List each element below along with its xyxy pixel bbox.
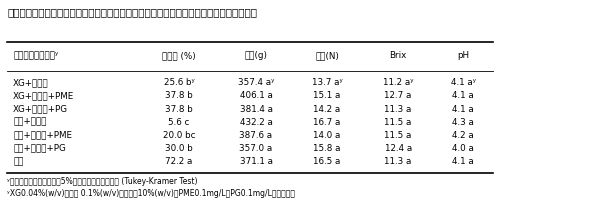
Text: 埜天: 埜天 (13, 157, 24, 166)
Text: ʸ異なるアルファベットは5%の危険率で有意差有り (Tukey-Kramer Test): ʸ異なるアルファベットは5%の危険率で有意差有り (Tukey-Kramer T… (7, 177, 198, 186)
Text: 11.5 a: 11.5 a (384, 118, 412, 127)
Text: 11.3 a: 11.3 a (384, 157, 412, 166)
Text: 4.0 a: 4.0 a (452, 144, 474, 153)
Text: 4.1 a: 4.1 a (452, 157, 474, 166)
Text: 果重(g): 果重(g) (245, 51, 268, 60)
Text: 結実率 (%): 結実率 (%) (162, 51, 196, 60)
Text: 寒天+ショ糖: 寒天+ショ糖 (13, 118, 47, 127)
Text: 11.5 a: 11.5 a (384, 131, 412, 140)
Text: 15.8 a: 15.8 a (314, 144, 341, 153)
Text: 4.1 aʸ: 4.1 aʸ (451, 78, 476, 87)
Text: 硬度(N): 硬度(N) (315, 51, 339, 60)
Text: 15.1 a: 15.1 a (314, 91, 341, 100)
Text: 表１　液体増量剤の組成の違いがモモ「川中島白桃」の結実および果実品質に及ぼす影響: 表１ 液体増量剤の組成の違いがモモ「川中島白桃」の結実および果実品質に及ぼす影響 (7, 7, 257, 17)
Text: 5.6 c: 5.6 c (168, 118, 190, 127)
Text: 4.1 a: 4.1 a (452, 91, 474, 100)
Text: 液体増量剤の組成ʸ: 液体増量剤の組成ʸ (13, 51, 58, 60)
Text: 14.2 a: 14.2 a (314, 104, 341, 114)
Text: 357.4 aʸ: 357.4 aʸ (238, 78, 274, 87)
Text: 12.7 a: 12.7 a (384, 91, 412, 100)
Text: ʸXG0.04%(w/v)、寒天 0.1%(w/v)、ショ糖10%(w/v)、PME0.1mg/L、PG0.1mg/Lで使用した: ʸXG0.04%(w/v)、寒天 0.1%(w/v)、ショ糖10%(w/v)、P… (7, 189, 295, 198)
Text: 37.8 b: 37.8 b (165, 104, 193, 114)
Text: 406.1 a: 406.1 a (240, 91, 273, 100)
Text: 381.4 a: 381.4 a (240, 104, 273, 114)
Text: 12.4 a: 12.4 a (384, 144, 412, 153)
Text: 4.3 a: 4.3 a (452, 118, 474, 127)
Text: 371.1 a: 371.1 a (240, 157, 273, 166)
Text: 11.3 a: 11.3 a (384, 104, 412, 114)
Text: 387.6 a: 387.6 a (239, 131, 273, 140)
Text: 20.0 bc: 20.0 bc (163, 131, 195, 140)
Text: pH: pH (458, 51, 469, 60)
Text: XG+ショ糖: XG+ショ糖 (13, 78, 49, 87)
Text: 30.0 b: 30.0 b (165, 144, 193, 153)
Text: 11.2 aʸ: 11.2 aʸ (383, 78, 414, 87)
Text: 寒天+ショ糖+PME: 寒天+ショ糖+PME (13, 131, 72, 140)
Text: 14.0 a: 14.0 a (314, 131, 341, 140)
Text: 357.0 a: 357.0 a (239, 144, 273, 153)
Text: 37.8 b: 37.8 b (165, 91, 193, 100)
Text: 4.2 a: 4.2 a (452, 131, 474, 140)
Text: XG+ショ糖+PG: XG+ショ糖+PG (13, 104, 68, 114)
Text: 4.1 a: 4.1 a (452, 104, 474, 114)
Text: 寒天+ショ糖+PG: 寒天+ショ糖+PG (13, 144, 66, 153)
Text: Brix: Brix (390, 51, 407, 60)
Text: 25.6 bʸ: 25.6 bʸ (164, 78, 195, 87)
Text: 16.7 a: 16.7 a (314, 118, 341, 127)
Text: 16.5 a: 16.5 a (314, 157, 341, 166)
Text: 13.7 aʸ: 13.7 aʸ (312, 78, 343, 87)
Text: XG+ショ糖+PME: XG+ショ糖+PME (13, 91, 74, 100)
Text: 72.2 a: 72.2 a (165, 157, 193, 166)
Text: 432.2 a: 432.2 a (240, 118, 273, 127)
